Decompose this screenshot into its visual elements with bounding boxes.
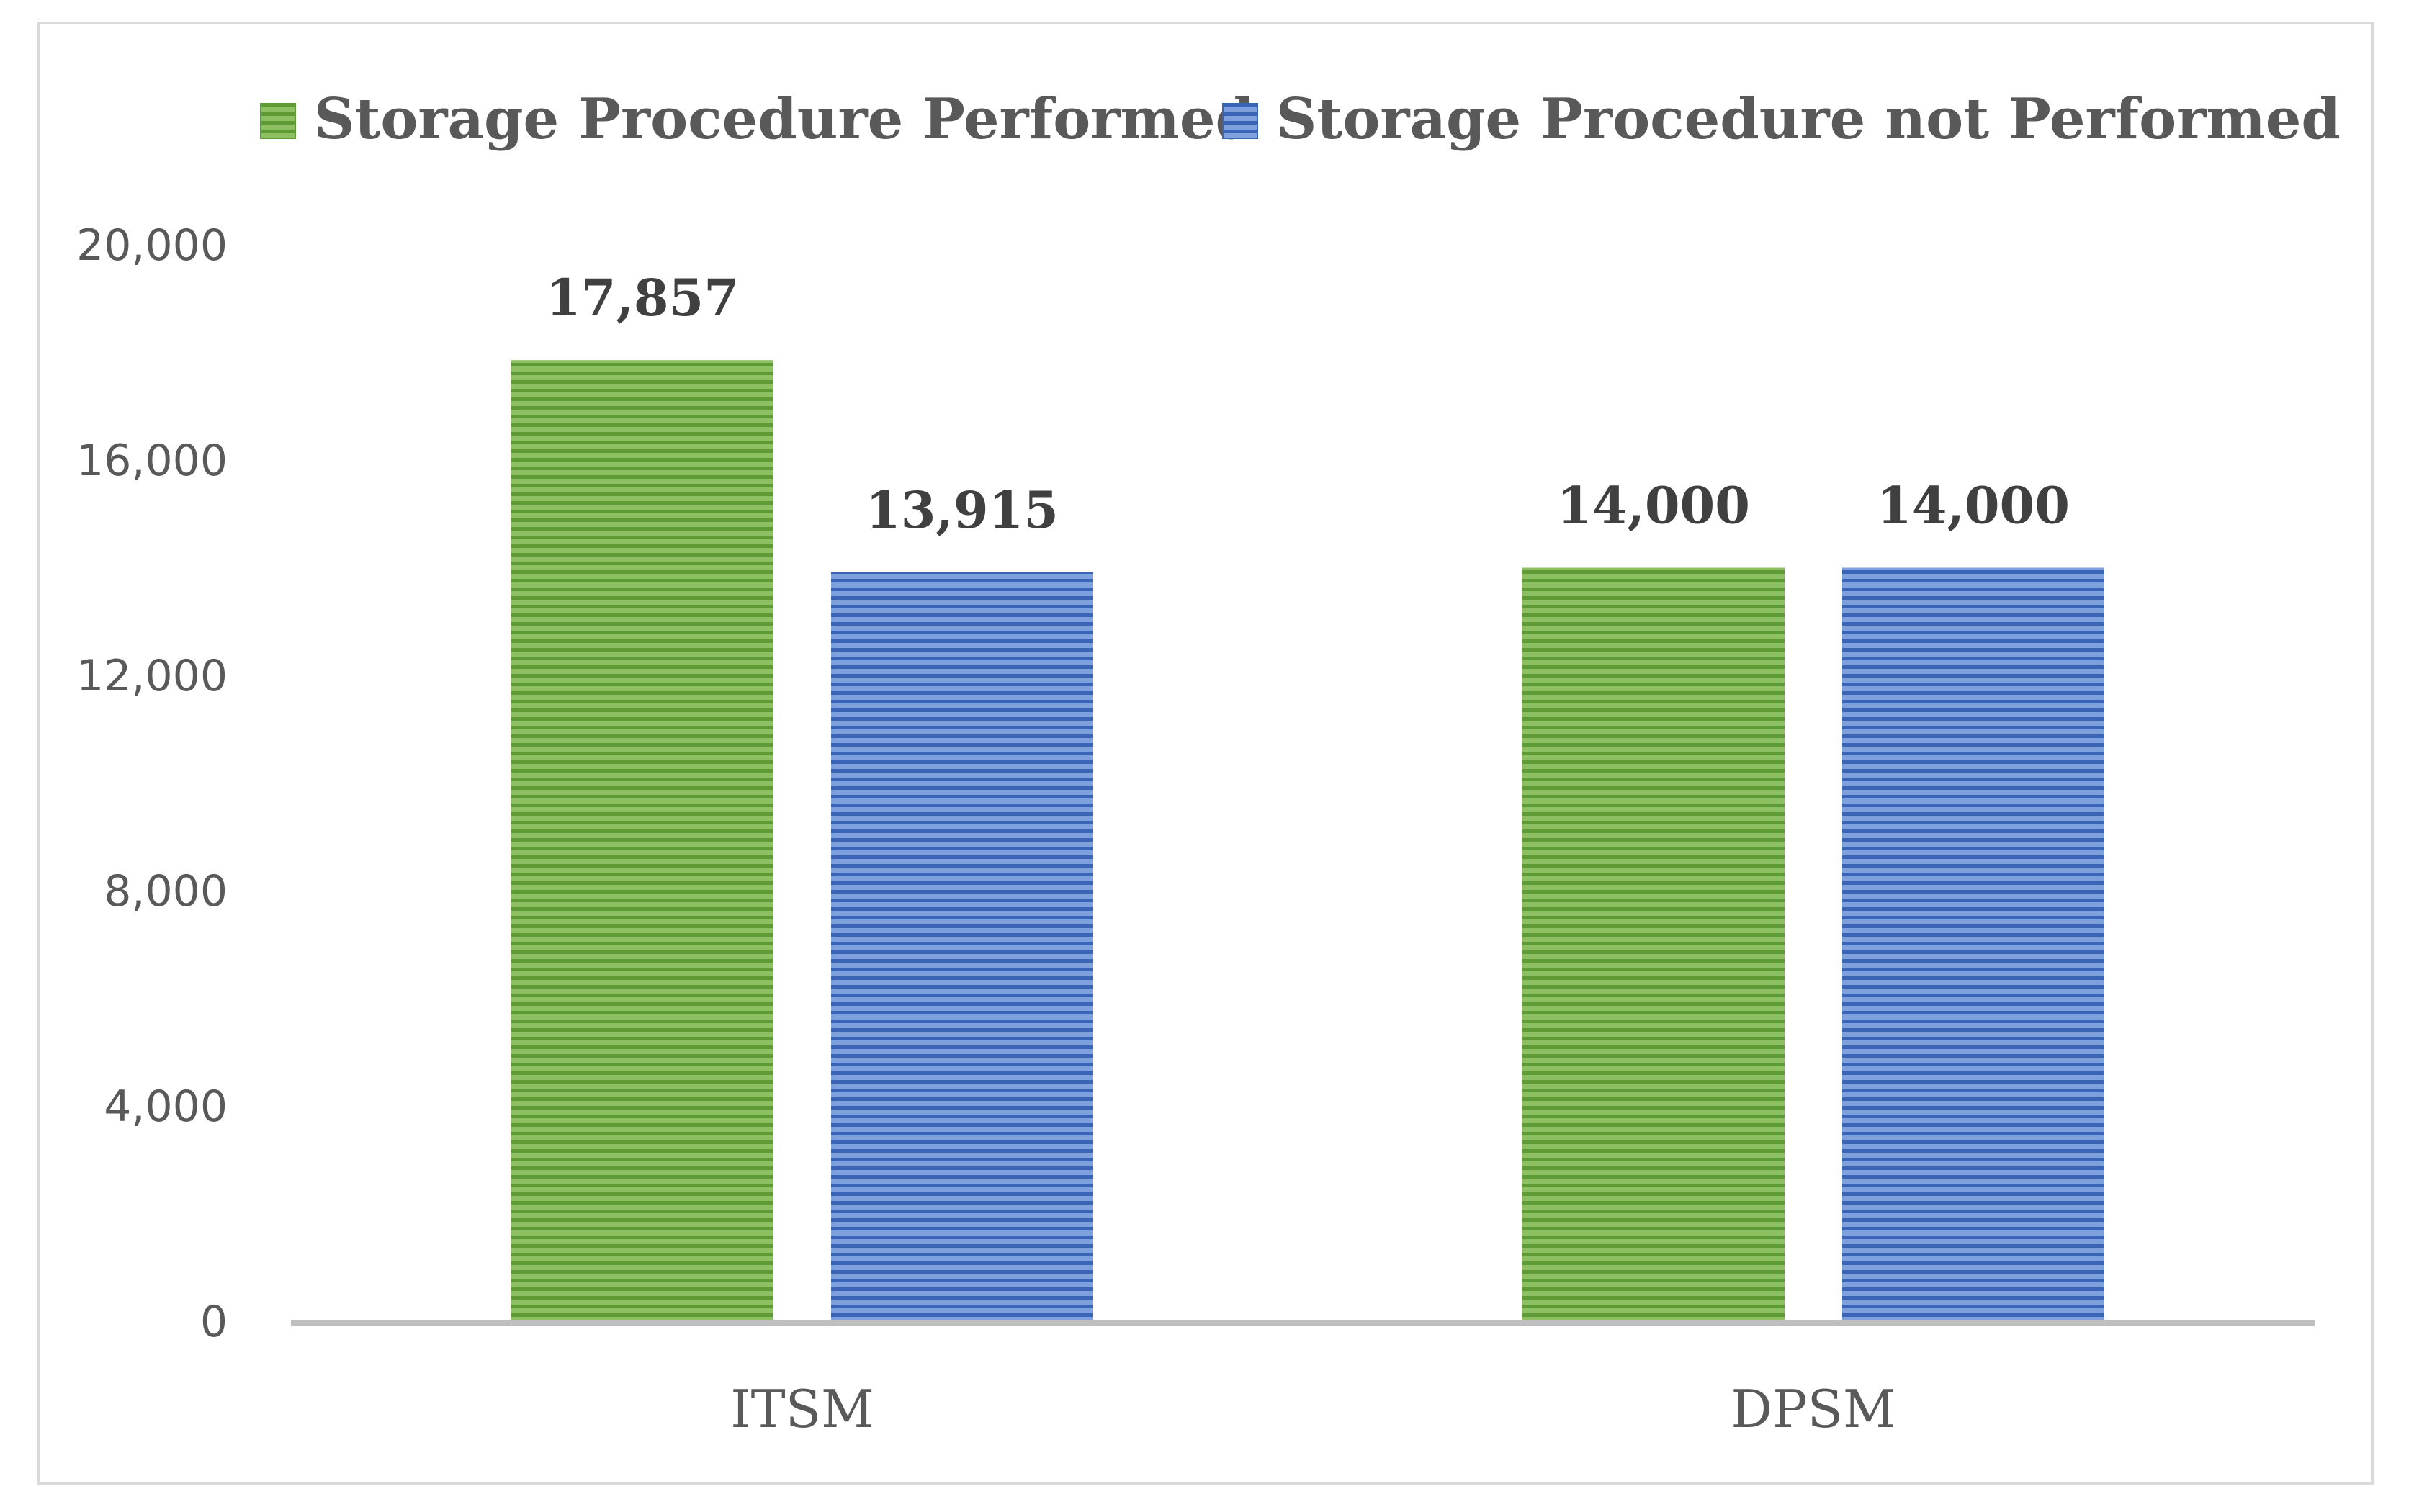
- y-tick-label: 12,000: [76, 651, 228, 701]
- y-axis-ticks: 0 4,000 8,000 12,000 16,000 20,000: [76, 220, 228, 1347]
- bar-dpsm-not-performed: [1842, 567, 2104, 1321]
- legend-swatch-not-performed: [1222, 103, 1258, 139]
- category-label-itsm: ITSM: [730, 1379, 874, 1439]
- bar-dpsm-performed: [1522, 567, 1785, 1321]
- bar-itsm-not-performed: [831, 572, 1093, 1321]
- y-tick-label: 16,000: [76, 436, 228, 486]
- legend: Storage Procedure Performed Storage Proc…: [260, 86, 2341, 152]
- data-label-dpsm-not-performed: 14,000: [1877, 476, 2070, 536]
- y-tick-label: 8,000: [104, 866, 228, 917]
- x-axis-categories: ITSM DPSM: [730, 1379, 1895, 1439]
- legend-label-not-performed: Storage Procedure not Performed: [1276, 86, 2341, 152]
- data-label-itsm-not-performed: 13,915: [866, 480, 1059, 540]
- legend-swatch-performed: [260, 103, 296, 139]
- legend-item-performed: Storage Procedure Performed: [260, 86, 1255, 152]
- data-labels: 17,857 13,915 14,000 14,000: [546, 268, 2070, 540]
- legend-item-not-performed: Storage Procedure not Performed: [1222, 86, 2341, 152]
- category-label-dpsm: DPSM: [1731, 1379, 1895, 1439]
- bar-itsm-performed: [511, 360, 773, 1322]
- y-tick-label: 0: [200, 1297, 228, 1347]
- bars: [511, 360, 2104, 1322]
- y-tick-label: 20,000: [76, 220, 228, 271]
- y-tick-label: 4,000: [104, 1081, 228, 1132]
- data-label-dpsm-performed: 14,000: [1557, 476, 1750, 536]
- legend-label-performed: Storage Procedure Performed: [314, 86, 1255, 152]
- data-label-itsm-performed: 17,857: [546, 268, 739, 328]
